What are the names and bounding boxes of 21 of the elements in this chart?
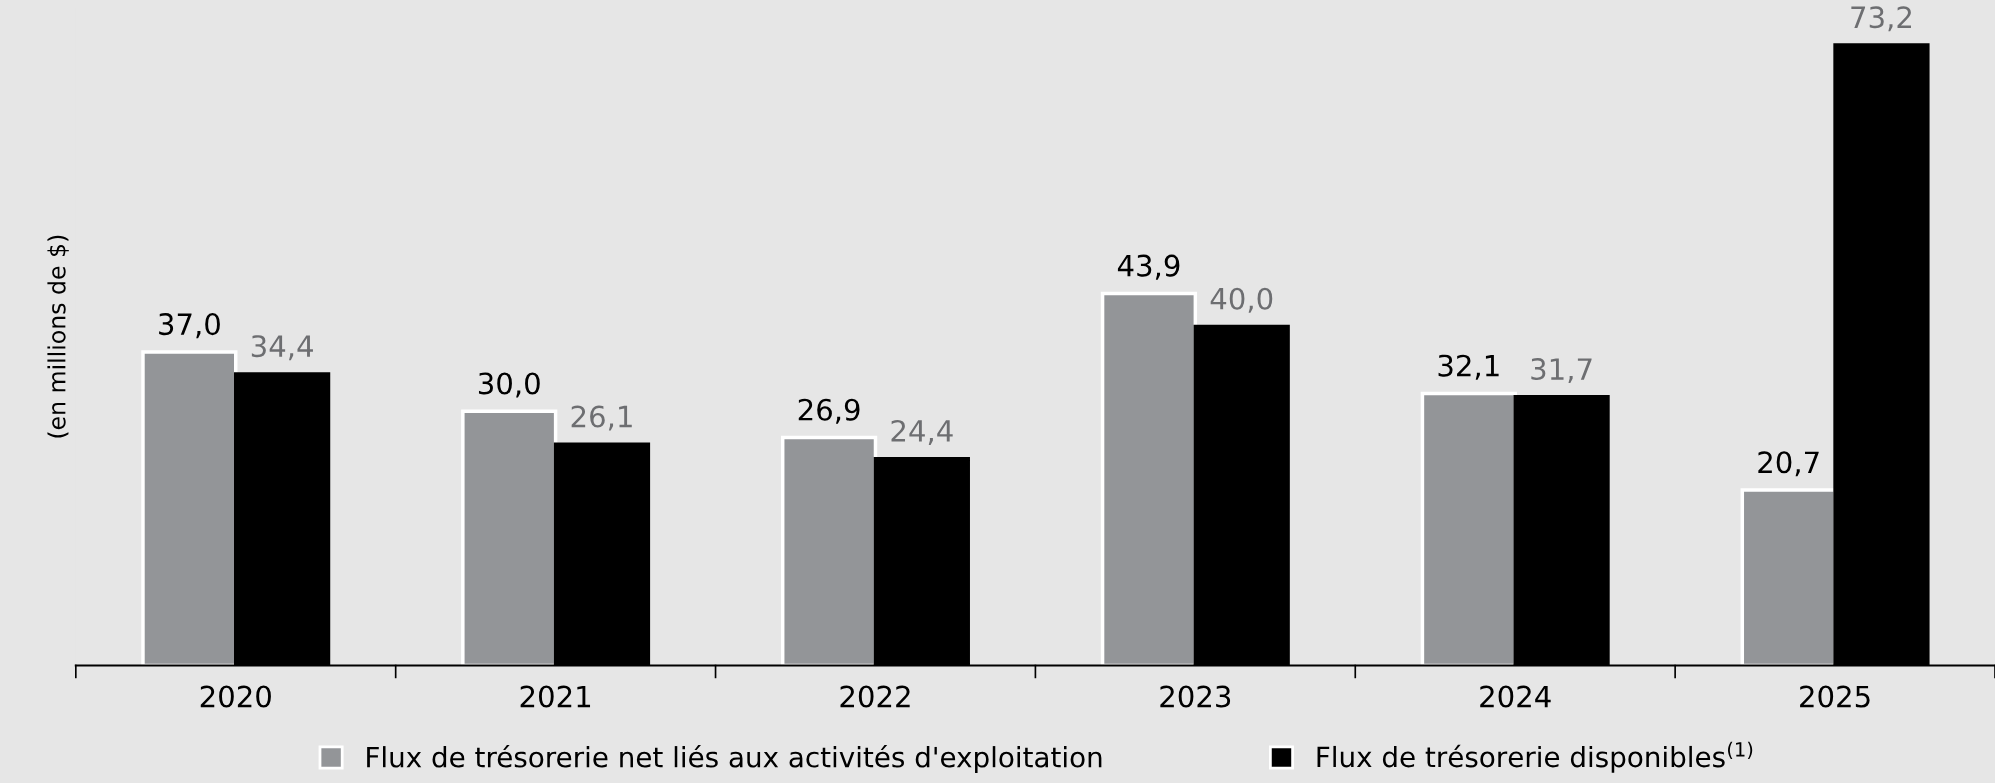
- data-label: 73,2: [1851, 6, 1911, 32]
- data-label: 32,1: [1438, 354, 1499, 380]
- data-label: 40,0: [1210, 287, 1273, 313]
- x-tick-label: 2025: [1800, 685, 1870, 708]
- x-tick-label: 2020: [200, 685, 271, 708]
- data-label: 30,0: [478, 372, 540, 398]
- data-label: 26,9: [798, 398, 860, 424]
- data-label: 31,7: [1531, 358, 1592, 384]
- x-tick-label: 2024: [1480, 685, 1551, 708]
- legend-label: Flux de trésorerie net liés aux activités d'exploitation: [367, 744, 1102, 773]
- x-tick-label: 2022: [840, 685, 910, 708]
- data-label: 43,9: [1117, 254, 1180, 280]
- x-tick-label: 2023: [1160, 685, 1231, 708]
- data-label: 20,7: [1758, 451, 1819, 477]
- y-axis-title: (en millions de $): [47, 235, 69, 438]
- data-label: 26,1: [571, 405, 632, 431]
- data-label: 37,0: [159, 313, 220, 339]
- legend-label: Flux de trésorerie disponibles$^{(1)}$: [1317, 741, 1753, 773]
- data-label: 24,4: [891, 419, 953, 445]
- data-label: 34,4: [251, 335, 313, 361]
- x-tick-label: 2021: [520, 685, 591, 708]
